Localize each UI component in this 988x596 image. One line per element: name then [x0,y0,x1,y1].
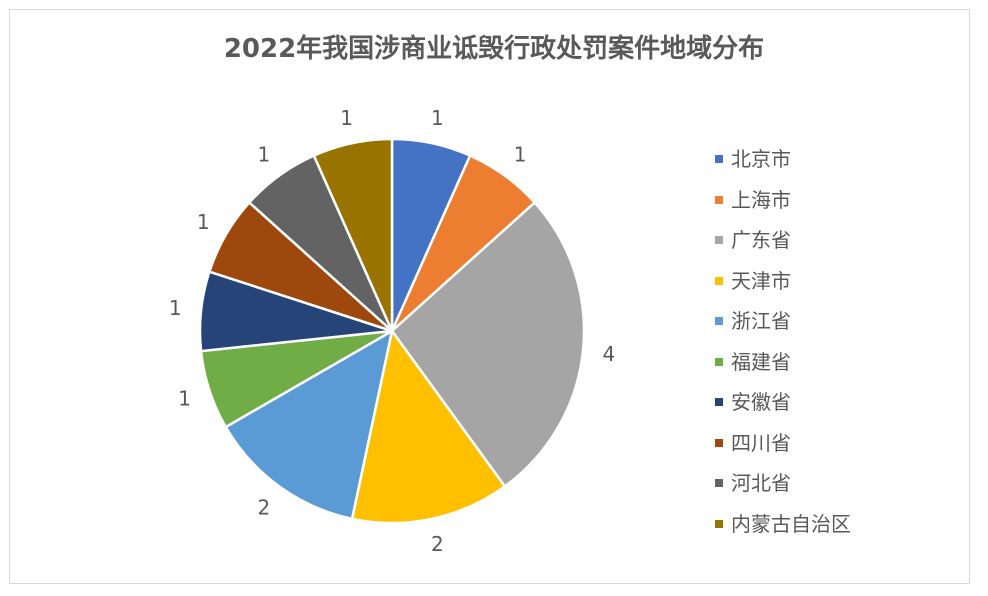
chart-title: 2022年我国涉商业诋毁行政处罚案件地域分布 [223,34,765,64]
legend-label: 浙江省 [731,309,791,334]
data-label: 1 [340,106,353,130]
legend-swatch [715,519,723,528]
legend-swatch [715,479,723,488]
legend-label: 北京市 [731,147,791,172]
legend-swatch [715,357,723,366]
legend-item: 浙江省 [715,301,851,342]
legend-label: 四川省 [731,430,791,455]
legend-swatch [715,195,723,204]
pie-slice [390,200,586,489]
legend: 北京市上海市广东省天津市浙江省福建省安徽省四川省河北省内蒙古自治区 [715,139,851,544]
legend-item: 安徽省 [715,382,851,423]
legend-swatch [715,317,723,326]
legend-label: 天津市 [731,268,791,293]
legend-swatch [715,236,723,245]
data-label: 1 [197,210,210,234]
legend-swatch [715,276,723,285]
data-label: 1 [257,143,270,167]
legend-label: 河北省 [731,471,791,496]
data-label: 1 [178,386,191,410]
data-label: 4 [602,342,615,366]
legend-label: 广东省 [731,228,791,253]
legend-swatch [715,155,723,164]
pie-slice [312,137,394,332]
pie-slice [350,327,507,525]
legend-swatch [715,398,723,407]
data-label: 1 [169,296,182,320]
legend-item: 福建省 [715,342,851,383]
legend-item: 四川省 [715,423,851,464]
legend-item: 上海市 [715,180,851,221]
data-label: 1 [431,106,444,130]
data-label: 1 [514,143,527,167]
legend-item: 北京市 [715,139,851,180]
legend-item: 广东省 [715,220,851,261]
legend-label: 安徽省 [731,390,791,415]
legend-swatch [715,438,723,447]
legend-label: 内蒙古自治区 [731,511,851,536]
legend-item: 内蒙古自治区 [715,504,851,545]
data-label: 2 [257,495,270,519]
legend-item: 天津市 [715,261,851,302]
legend-label: 上海市 [731,187,791,212]
data-label: 2 [431,532,444,556]
legend-item: 河北省 [715,463,851,504]
legend-label: 福建省 [731,349,791,374]
pie-slice [224,328,394,521]
